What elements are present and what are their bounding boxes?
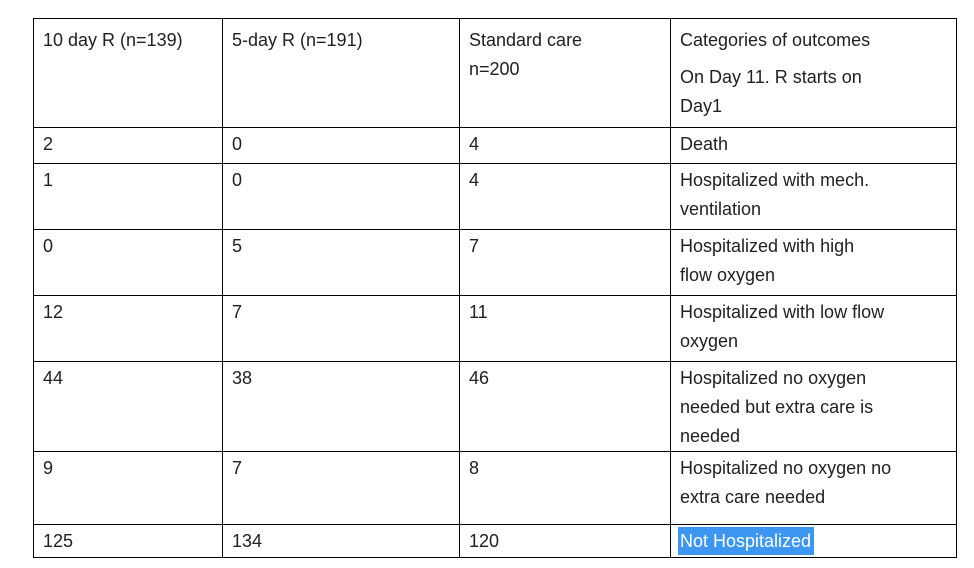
table-row-no-oxygen-extra-care: 44 38 46 Hospitalized no oxygen needed b… <box>33 361 957 452</box>
cell-5day-extracare: 38 <box>222 361 460 452</box>
cell-standard-extracare: 46 <box>459 361 671 452</box>
cell-5day-death: 0 <box>222 127 460 164</box>
cell-category-death: Death <box>670 127 957 164</box>
header-cell-10day-r: 10 day R (n=139) <box>33 18 223 128</box>
cell-category-lowflow: Hospitalized with low flow oxygen <box>670 295 957 362</box>
outcomes-table: 10 day R (n=139) 5-day R (n=191) Standar… <box>33 18 957 558</box>
table-row-mech-ventilation: 1 0 4 Hospitalized with mech. ventilatio… <box>33 163 957 230</box>
cell-10day-death: 2 <box>33 127 223 164</box>
cell-category-nothosp: Not Hospitalized <box>670 524 957 558</box>
categories-subtitle: On Day 11. R starts on Day1 <box>680 67 862 116</box>
cell-5day-highflow: 5 <box>222 229 460 296</box>
cell-standard-nothosp: 120 <box>459 524 671 558</box>
cell-5day-mech: 0 <box>222 163 460 230</box>
cell-10day-highflow: 0 <box>33 229 223 296</box>
cell-10day-noextracare: 9 <box>33 451 223 525</box>
cell-category-highflow: Hospitalized with high flow oxygen <box>670 229 957 296</box>
header-cell-standard-care: Standard care n=200 <box>459 18 671 128</box>
table-row-low-flow-oxygen: 12 7 11 Hospitalized with low flow oxyge… <box>33 295 957 362</box>
cell-10day-nothosp: 125 <box>33 524 223 558</box>
cell-category-noextracare: Hospitalized no oxygen no extra care nee… <box>670 451 957 525</box>
cell-10day-mech: 1 <box>33 163 223 230</box>
cell-5day-lowflow: 7 <box>222 295 460 362</box>
cell-standard-death: 4 <box>459 127 671 164</box>
table-row-death: 2 0 4 Death <box>33 127 957 164</box>
cell-standard-lowflow: 11 <box>459 295 671 362</box>
selected-text-highlight: Not Hospitalized <box>678 527 815 555</box>
cell-standard-noextracare: 8 <box>459 451 671 525</box>
categories-title: Categories of outcomes <box>680 30 871 50</box>
cell-standard-mech: 4 <box>459 163 671 230</box>
table-row-not-hospitalized: 125 134 120 Not Hospitalized <box>33 524 957 558</box>
cell-10day-lowflow: 12 <box>33 295 223 362</box>
cell-standard-highflow: 7 <box>459 229 671 296</box>
cell-10day-extracare: 44 <box>33 361 223 452</box>
header-cell-5day-r: 5-day R (n=191) <box>222 18 460 128</box>
table-header-row: 10 day R (n=139) 5-day R (n=191) Standar… <box>33 18 957 128</box>
cell-5day-nothosp: 134 <box>222 524 460 558</box>
header-cell-categories: Categories of outcomes On Day 11. R star… <box>670 18 957 128</box>
cell-5day-noextracare: 7 <box>222 451 460 525</box>
table-row-high-flow-oxygen: 0 5 7 Hospitalized with high flow oxygen <box>33 229 957 296</box>
cell-category-mech: Hospitalized with mech. ventilation <box>670 163 957 230</box>
cell-category-extracare: Hospitalized no oxygen needed but extra … <box>670 361 957 452</box>
table-row-no-oxygen-no-extra-care: 9 7 8 Hospitalized no oxygen no extra ca… <box>33 451 957 525</box>
